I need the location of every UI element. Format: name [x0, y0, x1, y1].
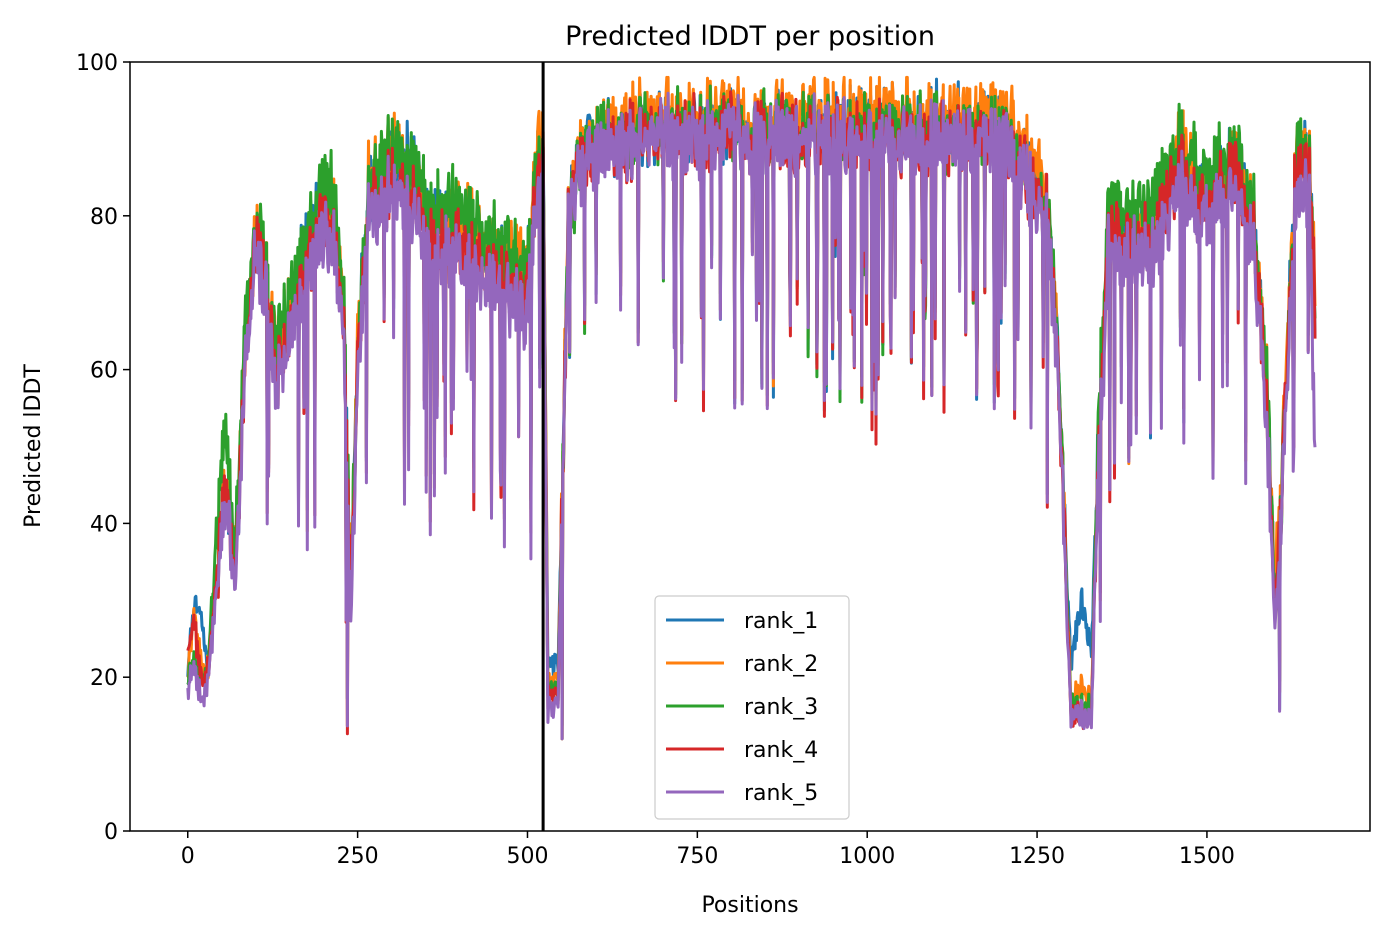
- y-tick-label: 80: [90, 205, 118, 230]
- x-tick-label: 500: [506, 844, 548, 869]
- legend-label: rank_2: [744, 652, 818, 677]
- x-axis-label: Positions: [701, 893, 798, 918]
- series-line-rank-5: [186, 91, 1317, 741]
- x-tick-label: 1000: [839, 844, 895, 869]
- x-tick-label: 1500: [1179, 844, 1235, 869]
- y-tick-label: 40: [90, 512, 118, 537]
- y-tick-label: 0: [104, 820, 118, 845]
- axis-ticks: 0 250 500 750 1000 1250 1500 0 20 40 60 80 100: [76, 51, 1235, 869]
- legend: rank_1 rank_2 rank_3 rank_4 rank_5: [654, 595, 850, 820]
- y-tick-label: 100: [76, 51, 118, 76]
- x-tick-label: 0: [181, 844, 195, 869]
- legend-label: rank_4: [744, 738, 818, 763]
- x-tick-label: 250: [337, 844, 379, 869]
- chart-title: Predicted lDDT per position: [565, 21, 935, 52]
- x-tick-label: 750: [676, 844, 718, 869]
- legend-label: rank_3: [744, 695, 818, 720]
- y-tick-label: 20: [90, 666, 118, 691]
- x-tick-label: 1250: [1009, 844, 1065, 869]
- legend-label: rank_1: [744, 609, 818, 634]
- y-tick-label: 60: [90, 359, 118, 384]
- legend-label: rank_5: [744, 781, 818, 806]
- series-lines: [186, 62, 1317, 831]
- y-axis-label: Predicted lDDT: [21, 364, 46, 528]
- legend-box: [654, 595, 850, 820]
- plot-frame: [129, 61, 1371, 832]
